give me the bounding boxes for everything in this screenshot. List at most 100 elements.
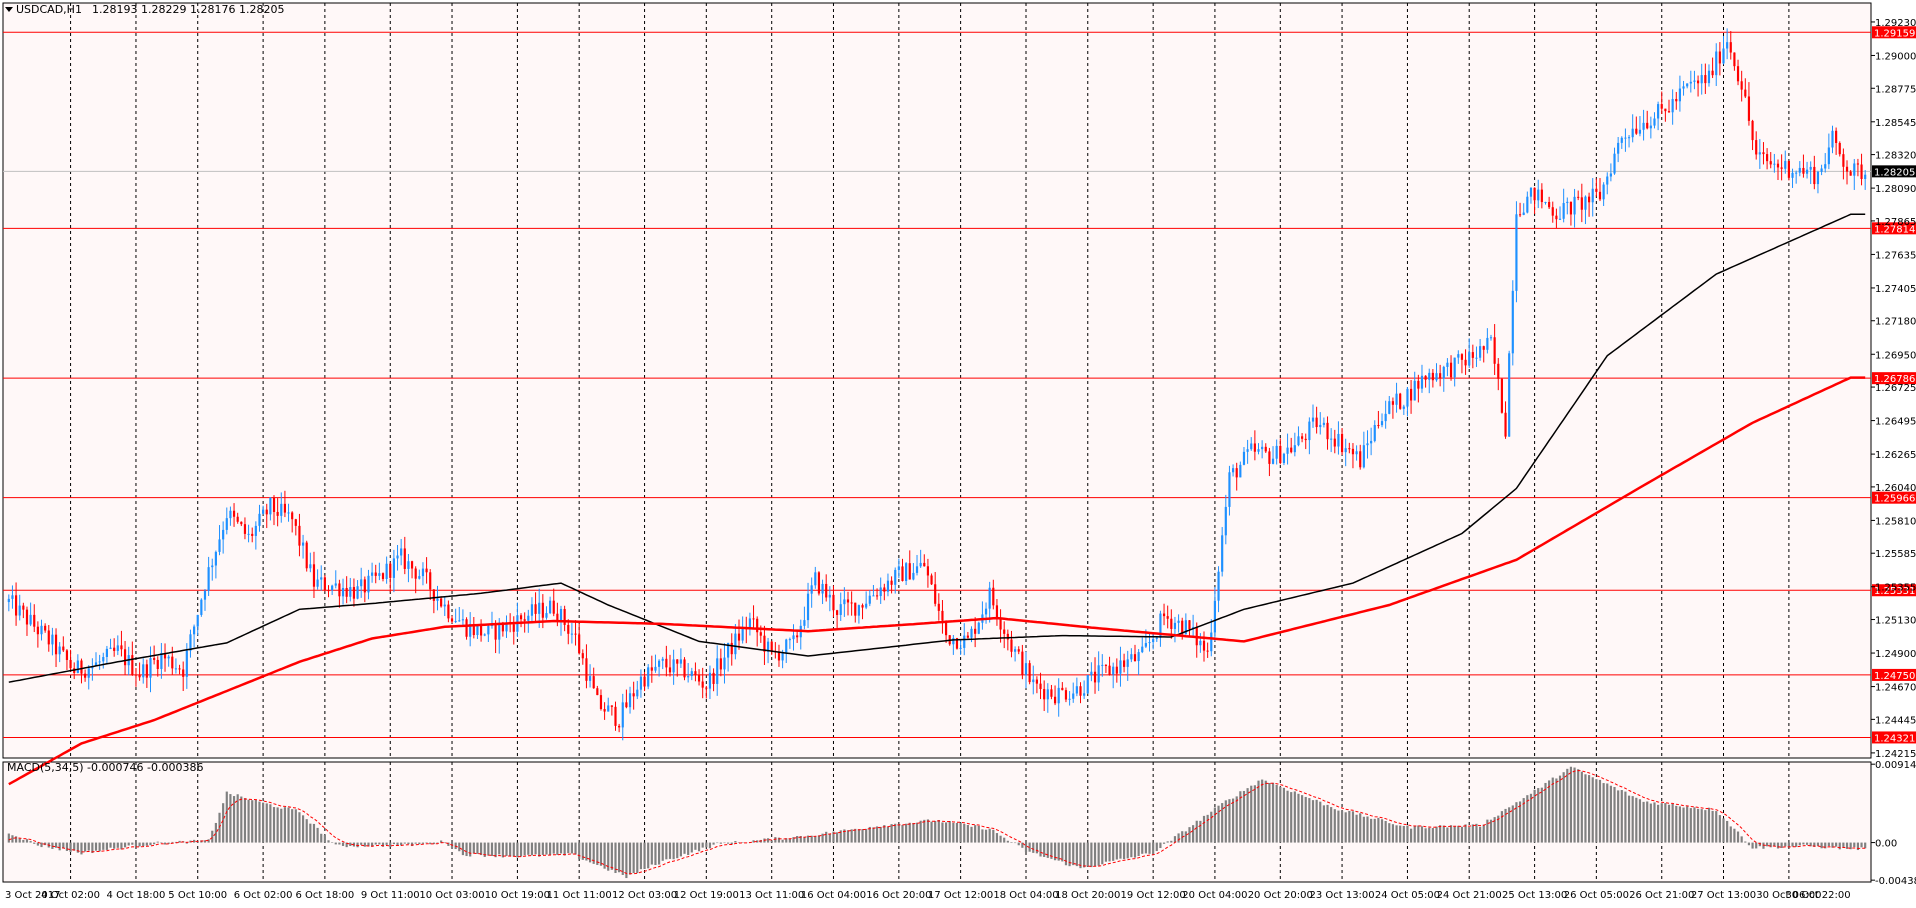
macd-histogram-bar — [1591, 777, 1594, 843]
candle-bull — [781, 652, 784, 661]
candle-bull — [334, 583, 337, 586]
candle-bull — [727, 642, 730, 658]
macd-histogram-bar — [1729, 826, 1732, 843]
macd-histogram-bar — [912, 823, 915, 843]
macd-histogram-bar — [570, 842, 573, 854]
macd-histogram-bar — [1177, 833, 1180, 843]
price-tick-label: 1.29000 — [1875, 51, 1916, 62]
macd-histogram-bar — [1569, 766, 1573, 843]
time-tick-label: 10 Oct 03:00 — [419, 890, 484, 901]
macd-histogram-bar — [1210, 811, 1213, 843]
macd-histogram-bar — [1849, 842, 1852, 850]
candle-bull — [331, 585, 334, 591]
candle-bull — [1395, 393, 1398, 405]
candle-bull — [1522, 212, 1525, 215]
candle-bull — [1330, 438, 1333, 440]
macd-histogram-bar — [1638, 799, 1642, 843]
candle-bear — [610, 705, 613, 707]
candle-bull — [1275, 445, 1278, 459]
candle-bull — [549, 600, 552, 614]
macd-histogram-bar — [22, 839, 25, 843]
macd-histogram-bar — [14, 836, 18, 843]
candle-bear — [683, 659, 686, 678]
candle-bear — [298, 525, 301, 546]
macd-histogram-bar — [1497, 815, 1500, 843]
candle-bull — [203, 590, 207, 600]
macd-histogram-bar — [222, 803, 225, 843]
candle-bull — [843, 599, 846, 605]
macd-histogram-bar — [1188, 827, 1191, 843]
macd-histogram-bar — [51, 842, 54, 849]
candle-bull — [174, 668, 178, 670]
candle-bear — [1762, 152, 1765, 155]
candle-bull — [1689, 81, 1692, 84]
macd-histogram-bar — [483, 842, 486, 857]
candle-bull — [309, 564, 312, 569]
candle-bull — [167, 656, 170, 659]
macd-histogram-bar — [62, 842, 65, 849]
macd-histogram-bar — [944, 822, 948, 843]
candle-bull — [1558, 218, 1562, 220]
macd-histogram-bar — [806, 835, 810, 843]
macd-histogram-bar — [1301, 795, 1304, 843]
macd-histogram-bar — [1101, 842, 1104, 865]
macd-histogram-bar — [1573, 767, 1576, 843]
macd-histogram-bar — [734, 841, 737, 843]
macd-histogram-bar — [432, 842, 435, 845]
macd-histogram-bar — [1173, 836, 1177, 843]
macd-histogram-bar — [498, 842, 501, 855]
candle-bull — [1388, 401, 1391, 414]
macd-histogram-bar — [1700, 809, 1703, 843]
macd-histogram-bar — [323, 835, 326, 843]
macd-histogram-bar — [134, 842, 138, 848]
candle-bear — [825, 583, 828, 598]
macd-histogram-bar — [1003, 837, 1006, 843]
candle-bull — [872, 595, 875, 597]
macd-histogram-bar — [981, 829, 984, 843]
macd-histogram-bar — [1268, 782, 1271, 843]
macd-histogram-bar — [1805, 842, 1809, 845]
candle-bull — [977, 622, 980, 634]
candle-bear — [777, 652, 781, 661]
candle-bull — [1101, 664, 1104, 666]
candle-bull — [1489, 337, 1493, 339]
macd-histogram-bar — [530, 842, 534, 856]
candle-bear — [1235, 468, 1238, 478]
candle-bull — [254, 525, 257, 536]
candle-bear — [265, 509, 268, 515]
candle-bear — [69, 659, 72, 669]
macd-histogram-bar — [1311, 800, 1315, 843]
candle-bull — [1707, 70, 1711, 84]
macd-histogram-bar — [1653, 802, 1656, 843]
price-tick-label: 1.29230 — [1875, 18, 1916, 29]
macd-histogram-bar — [923, 819, 926, 843]
macd-histogram-bar — [1086, 842, 1089, 867]
candle-bull — [952, 638, 955, 645]
macd-histogram-bar — [567, 842, 570, 854]
macd-histogram-bar — [229, 794, 232, 843]
menu-triangle-icon[interactable] — [5, 7, 13, 12]
macd-histogram-bar — [1595, 779, 1598, 843]
level-badge — [1872, 731, 1916, 744]
macd-histogram-bar — [1123, 842, 1126, 860]
macd-histogram-bar — [1370, 818, 1373, 843]
candle-bull — [1671, 98, 1674, 113]
candle-bear — [1017, 649, 1020, 652]
candle-bear — [25, 609, 29, 625]
candle-bear — [414, 568, 417, 579]
macd-histogram-bar — [1446, 827, 1449, 843]
candle-bull — [94, 662, 98, 667]
macd-histogram-bar — [1355, 814, 1358, 843]
candle-bull — [1573, 196, 1576, 215]
candle-bull — [1032, 679, 1035, 683]
macd-histogram-bar — [1384, 820, 1387, 843]
candle-bear — [817, 572, 821, 594]
candle-bull — [672, 659, 675, 673]
candle-bear — [1424, 375, 1427, 380]
candle-bear — [592, 676, 595, 689]
macd-histogram-bar — [614, 842, 617, 874]
candle-bull — [821, 583, 824, 594]
candle-bear — [1449, 362, 1453, 378]
